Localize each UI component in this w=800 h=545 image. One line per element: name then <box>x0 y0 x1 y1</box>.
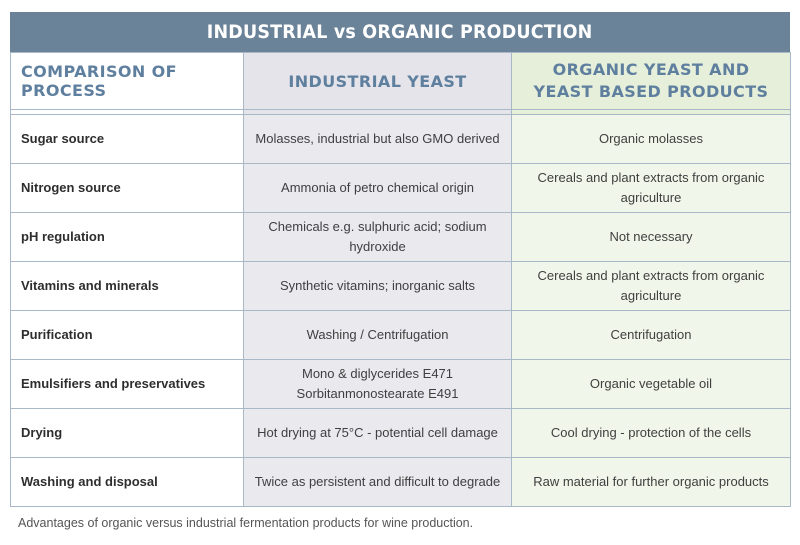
industrial-cell: Ammonia of petro chemical origin <box>243 163 512 213</box>
industrial-cell: Molasses, industrial but also GMO derive… <box>243 114 512 164</box>
industrial-cell: Hot drying at 75°C - potential cell dama… <box>243 408 512 458</box>
table-title: INDUSTRIAL vs ORGANIC PRODUCTION <box>10 12 790 52</box>
table-row: Nitrogen source Ammonia of petro chemica… <box>10 163 791 213</box>
comparison-table: COMPARISON OF PROCESS INDUSTRIAL YEAST O… <box>10 52 791 507</box>
table-row: Drying Hot drying at 75°C - potential ce… <box>10 408 791 458</box>
row-label: Washing and disposal <box>10 457 244 507</box>
industrial-cell: Synthetic vitamins; inorganic salts <box>243 261 512 311</box>
header-row: COMPARISON OF PROCESS INDUSTRIAL YEAST O… <box>10 52 791 110</box>
row-label: Purification <box>10 310 244 360</box>
organic-cell: Not necessary <box>511 212 791 262</box>
table-body: Sugar source Molasses, industrial but al… <box>10 114 791 507</box>
organic-cell: Raw material for further organic product… <box>511 457 791 507</box>
row-label: pH regulation <box>10 212 244 262</box>
header-industrial: INDUSTRIAL YEAST <box>243 52 512 110</box>
row-label: Vitamins and minerals <box>10 261 244 311</box>
industrial-cell: Mono & diglycerides E471 Sorbitanmonoste… <box>243 359 512 409</box>
organic-cell: Organic molasses <box>511 114 791 164</box>
table-row: Washing and disposal Twice as persistent… <box>10 457 791 507</box>
organic-cell: Cereals and plant extracts from organic … <box>511 261 791 311</box>
organic-cell: Cool drying - protection of the cells <box>511 408 791 458</box>
organic-cell: Organic vegetable oil <box>511 359 791 409</box>
industrial-cell: Washing / Centrifugation <box>243 310 512 360</box>
table-row: Emulsifiers and preservatives Mono & dig… <box>10 359 791 409</box>
comparison-table-container: INDUSTRIAL vs ORGANIC PRODUCTION COMPARI… <box>10 12 791 507</box>
table-title-text: INDUSTRIAL vs ORGANIC PRODUCTION <box>207 21 593 43</box>
table-row: pH regulation Chemicals e.g. sulphuric a… <box>10 212 791 262</box>
row-label: Sugar source <box>10 114 244 164</box>
row-label: Emulsifiers and preservatives <box>10 359 244 409</box>
table-row: Purification Washing / Centrifugation Ce… <box>10 310 791 360</box>
row-label: Drying <box>10 408 244 458</box>
header-organic: ORGANIC YEAST AND YEAST BASED PRODUCTS <box>511 52 791 110</box>
table-row: Vitamins and minerals Synthetic vitamins… <box>10 261 791 311</box>
industrial-cell: Chemicals e.g. sulphuric acid; sodium hy… <box>243 212 512 262</box>
industrial-cell: Twice as persistent and difficult to deg… <box>243 457 512 507</box>
organic-cell: Cereals and plant extracts from organic … <box>511 163 791 213</box>
table-row: Sugar source Molasses, industrial but al… <box>10 114 791 164</box>
figure-caption: Advantages of organic versus industrial … <box>18 516 474 530</box>
row-label: Nitrogen source <box>10 163 244 213</box>
organic-cell: Centrifugation <box>511 310 791 360</box>
header-process: COMPARISON OF PROCESS <box>10 52 244 110</box>
